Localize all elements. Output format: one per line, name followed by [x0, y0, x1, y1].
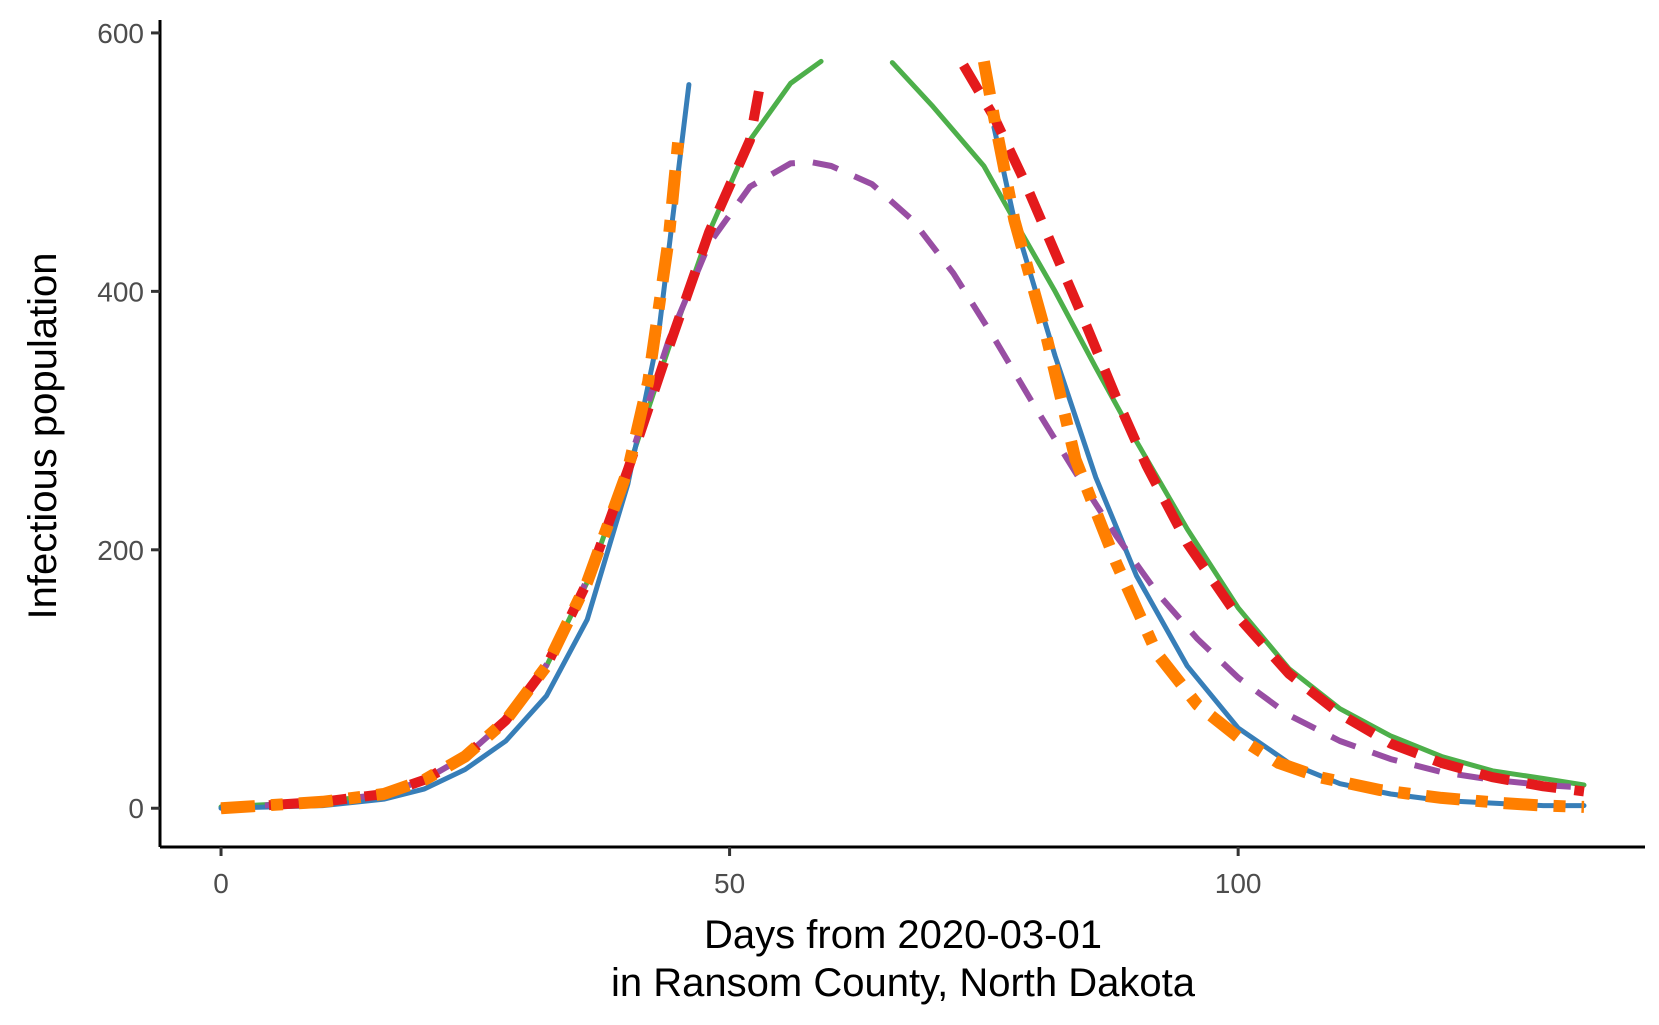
- plot-lines: [218, 58, 1587, 815]
- y-axis-ticks: 0 200 400 600: [97, 18, 160, 824]
- x-tick-label: 50: [714, 868, 745, 899]
- y-tick-label: 0: [128, 793, 144, 824]
- series-line-4-segment-2: [959, 62, 1585, 797]
- series-line-1-segment-2: [889, 60, 1587, 788]
- x-tick-label: 0: [213, 868, 229, 899]
- y-tick-label: 600: [97, 18, 144, 49]
- x-axis-ticks: 0 50 100: [213, 847, 1262, 899]
- x-axis-title-line-2: in Ransom County, North Dakota: [611, 961, 1196, 1005]
- series-line-4-segment-1: [220, 83, 766, 814]
- x-axis-title-line-1: Days from 2020-03-01: [704, 913, 1102, 957]
- series-line-5-segment-2: [977, 60, 1585, 813]
- series-line-3-segment-1: [220, 159, 1585, 812]
- y-tick-label: 400: [97, 276, 144, 307]
- series-line-5-segment-1: [220, 135, 685, 815]
- y-axis-title: Infectious population: [21, 253, 65, 620]
- x-tick-label: 100: [1215, 868, 1262, 899]
- y-tick-label: 200: [97, 535, 144, 566]
- series-line-2-segment-1: [218, 82, 692, 811]
